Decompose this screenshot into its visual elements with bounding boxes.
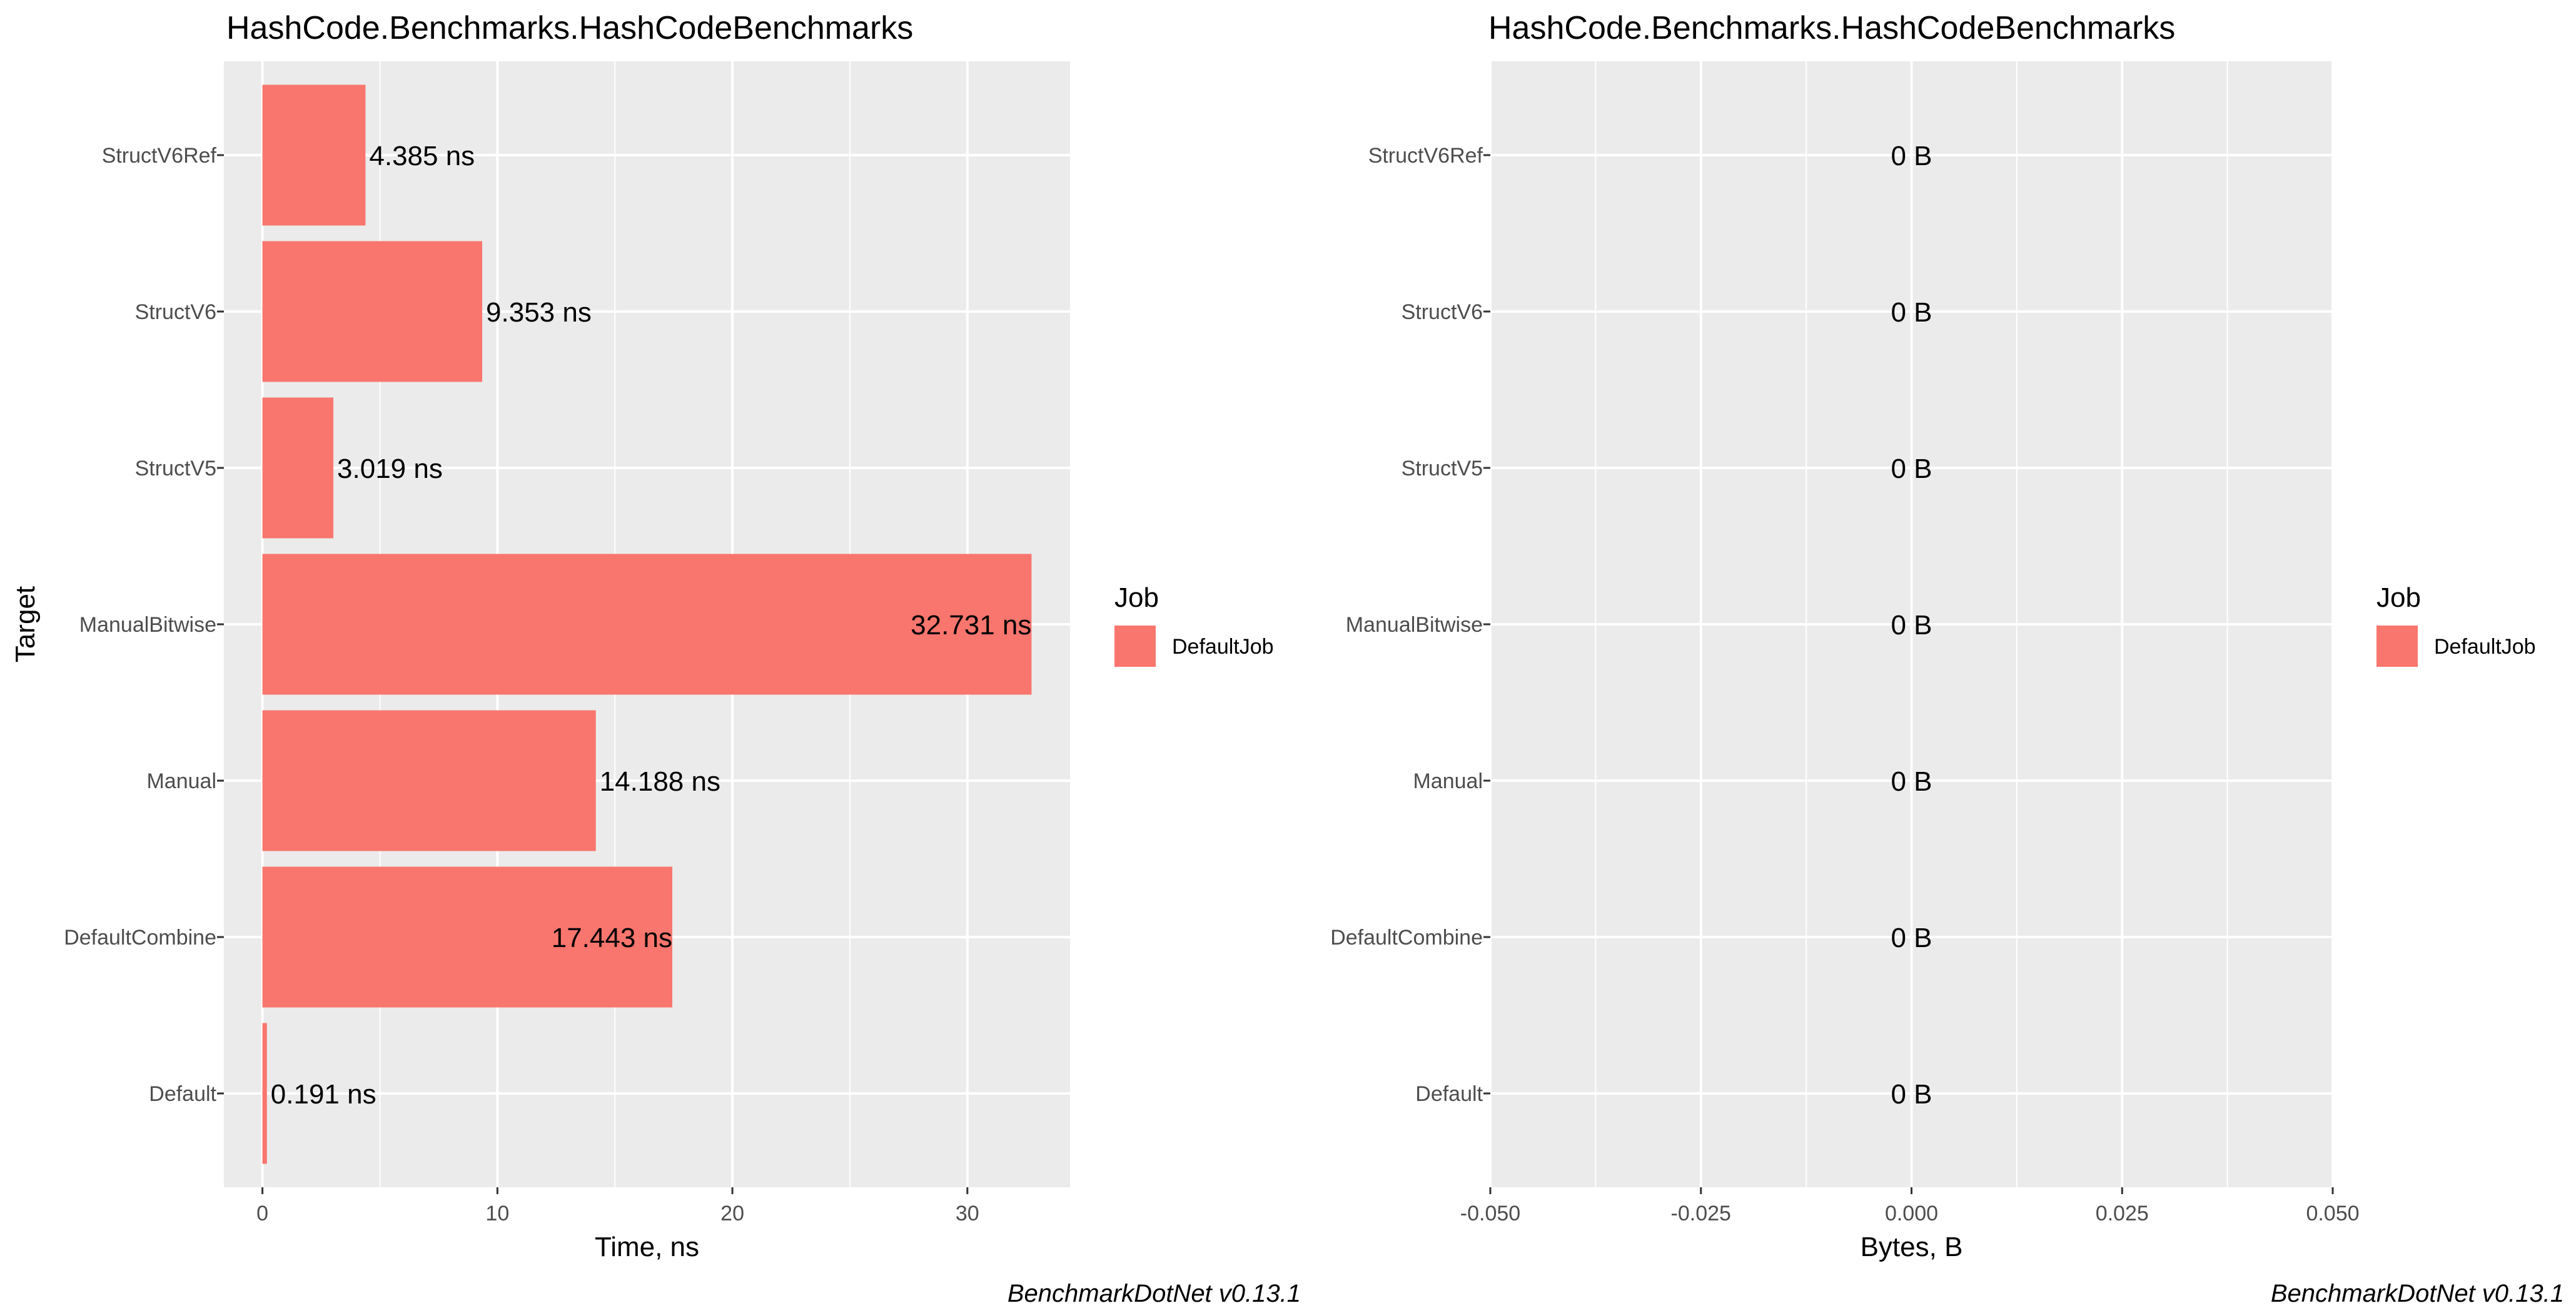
- chart-title: HashCode.Benchmarks.HashCodeBenchmarks: [1488, 10, 2175, 46]
- y-tick-label: StructV6Ref: [102, 144, 217, 168]
- data-label: 14.188 ns: [600, 766, 720, 797]
- y-tick-label: Default: [1415, 1082, 1483, 1106]
- y-tick-label: DefaultCombine: [1330, 926, 1483, 950]
- bar: [262, 241, 483, 382]
- data-label: 9.353 ns: [486, 297, 592, 328]
- y-tick-label: Manual: [146, 769, 216, 793]
- x-tick-label: -0.025: [1671, 1202, 1731, 1225]
- y-axis-label: Target: [10, 586, 41, 662]
- data-label: 4.385 ns: [369, 141, 475, 171]
- bar: [262, 554, 1032, 695]
- legend-key: [1114, 626, 1156, 667]
- legend-label: DefaultJob: [1172, 635, 1274, 659]
- data-label: 0 B: [1891, 454, 1932, 484]
- y-tick-label: DefaultCombine: [64, 926, 216, 950]
- x-tick-label: 0: [256, 1202, 268, 1225]
- data-label: 0 B: [1891, 1079, 1932, 1110]
- x-axis-label: Time, ns: [595, 1232, 699, 1262]
- x-axis-label: Bytes, B: [1861, 1232, 1963, 1262]
- x-tick-label: 0.050: [2306, 1202, 2359, 1225]
- y-tick-label: StructV6: [135, 300, 216, 324]
- legend-title: Job: [2376, 582, 2421, 613]
- data-label: 3.019 ns: [337, 454, 443, 484]
- y-tick-label: ManualBitwise: [79, 613, 216, 637]
- legend-label: DefaultJob: [2434, 635, 2536, 659]
- bar: [262, 1023, 267, 1164]
- caption-right: BenchmarkDotNet v0.13.1: [2271, 1280, 2564, 1307]
- x-tick-label: 0.025: [2096, 1202, 2149, 1225]
- y-tick-label: Default: [149, 1082, 216, 1106]
- data-label: 0 B: [1891, 297, 1932, 328]
- y-tick-label: ManualBitwise: [1346, 613, 1483, 637]
- x-tick-label: 0.000: [1885, 1202, 1938, 1225]
- data-label: 17.443 ns: [552, 923, 672, 953]
- time-chart: 0 10 20 30 4.385 ns 9.353 ns 3.019 ns 32.731 ns…: [10, 10, 1274, 1262]
- legend-key: [2376, 626, 2418, 667]
- bytes-chart: -0.050 -0.025 0.000 0.025 0.050 0 B 0 B 0 B 0 B 0…: [1330, 10, 2535, 1262]
- x-tick-label: 20: [720, 1202, 744, 1225]
- data-label: 0 B: [1891, 766, 1932, 797]
- x-tick-label: 10: [485, 1202, 509, 1225]
- x-tick-label: 30: [956, 1202, 979, 1225]
- data-label: 32.731 ns: [911, 610, 1031, 641]
- caption-left: BenchmarkDotNet v0.13.1: [1008, 1280, 1301, 1307]
- y-tick-label: StructV6Ref: [1368, 144, 1483, 168]
- data-label: 0 B: [1891, 923, 1932, 953]
- data-label: 0 B: [1891, 141, 1932, 171]
- data-label: 0 B: [1891, 610, 1932, 641]
- y-tick-label: StructV5: [1402, 457, 1483, 480]
- y-tick-label: StructV6: [1402, 300, 1483, 324]
- bar: [262, 397, 334, 539]
- bar: [262, 866, 673, 1008]
- y-tick-label: StructV5: [135, 457, 216, 480]
- bar: [262, 84, 366, 226]
- data-label: 0.191 ns: [271, 1079, 376, 1110]
- chart-title: HashCode.Benchmarks.HashCodeBenchmarks: [226, 10, 913, 46]
- x-tick-label: -0.050: [1460, 1202, 1520, 1225]
- y-tick-label: Manual: [1413, 769, 1483, 793]
- bar: [262, 710, 596, 851]
- legend-title: Job: [1114, 582, 1159, 613]
